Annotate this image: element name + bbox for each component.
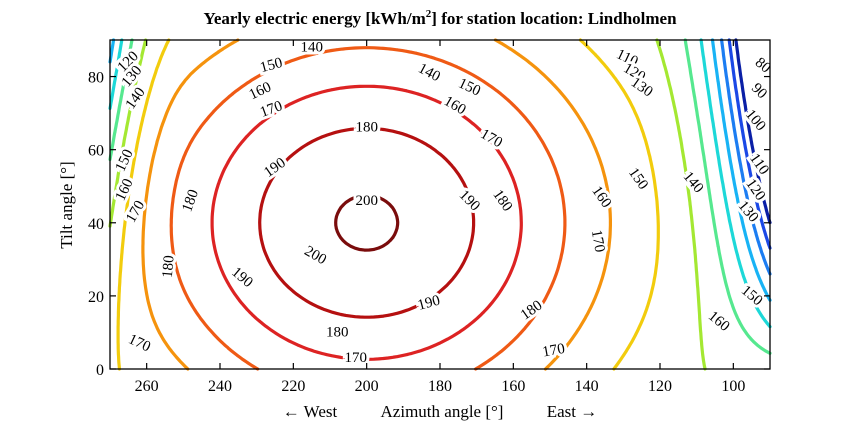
- x-tick-label: 140: [575, 378, 599, 395]
- contour-label: 140: [300, 39, 323, 55]
- y-tick-label: 60: [88, 143, 104, 160]
- contour-label: 190: [261, 155, 289, 181]
- contour-label: 140: [680, 169, 707, 197]
- contour-label: 180: [179, 187, 202, 214]
- x-axis-ticks: 260 240 220 200 180 160 140 120 100: [135, 40, 745, 395]
- x-tick-label: 160: [501, 378, 525, 395]
- x-tick-label: 220: [281, 378, 305, 395]
- y-axis-ticks: 0 20 40 60 80: [88, 70, 770, 379]
- contour-line-160: [141, 38, 612, 371]
- x-tick-label: 240: [208, 378, 232, 395]
- contour-label: 190: [416, 293, 442, 314]
- contour-label: 170: [258, 98, 285, 121]
- y-tick-label: 0: [96, 362, 104, 379]
- x-axis-title: Azimuth angle [°]: [381, 402, 504, 421]
- contour-label: 150: [258, 55, 284, 76]
- contour-label: 170: [126, 331, 153, 355]
- y-axis-title: Tilt angle [°]: [57, 161, 76, 248]
- y-tick-label: 80: [88, 70, 104, 87]
- contour-line-180: [210, 84, 523, 361]
- contour-label: 180: [160, 255, 178, 279]
- contour-label: 190: [228, 264, 256, 291]
- x-tick-label: 200: [355, 378, 379, 395]
- contour-label: 160: [441, 93, 468, 118]
- x-tick-label: 180: [428, 378, 452, 395]
- contour-label: 90: [748, 80, 770, 102]
- contour-label: 150: [625, 165, 651, 193]
- contour-line-130: [108, 38, 772, 355]
- contour-label: 140: [415, 61, 442, 86]
- contour-line-120: [108, 38, 772, 329]
- contour-lines: [108, 38, 772, 371]
- contour-label: 180: [518, 297, 546, 323]
- contour-line-110: [108, 38, 772, 302]
- contour-label: 170: [541, 341, 566, 361]
- contour-label: 180: [326, 324, 349, 340]
- y-tick-label: 40: [88, 216, 104, 233]
- contour-label: 190: [456, 187, 483, 214]
- y-tick-label: 20: [88, 289, 104, 306]
- x-tick-label: 260: [135, 378, 159, 395]
- chart-title: Yearly electric energy [kWh/m2] for stat…: [203, 8, 677, 28]
- x-tick-label: 120: [648, 378, 672, 395]
- contour-label: 180: [355, 120, 378, 136]
- contour-line-170: [169, 46, 567, 371]
- contour-line-150: [116, 38, 660, 371]
- contour-label: 180: [489, 187, 515, 215]
- x-axis-west-label: ← West: [283, 402, 338, 421]
- contour-line-190: [258, 126, 476, 319]
- contour-label: 160: [247, 79, 274, 103]
- contour-label: 200: [302, 243, 329, 268]
- contour-line-140: [108, 38, 707, 371]
- contour-label: 170: [344, 350, 367, 366]
- contour-label: 170: [588, 229, 608, 254]
- x-axis-east-label: East →: [547, 402, 598, 421]
- x-tick-label: 100: [721, 378, 745, 395]
- contour-line-200: [334, 193, 400, 252]
- contour-label: 200: [355, 193, 378, 209]
- contour-label: 160: [705, 308, 733, 335]
